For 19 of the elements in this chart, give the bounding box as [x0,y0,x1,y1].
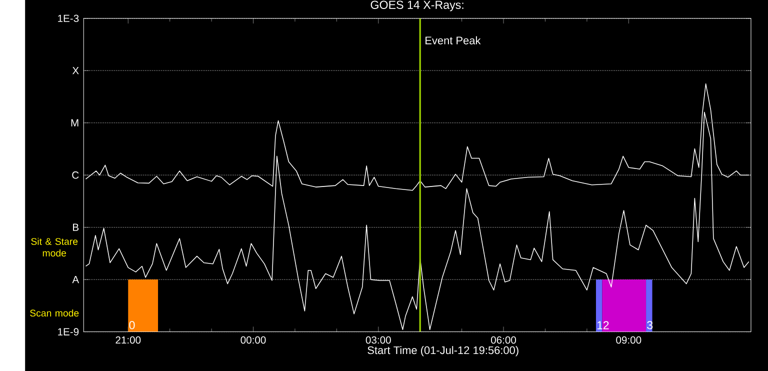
chart-title: GOES 14 X-Rays: [370,0,464,12]
y-tick-label: M [71,119,78,126]
x-axis-title: Start Time (01-Jul-12 19:56:00) [368,346,518,356]
y-tick-label: 1E-3 [58,14,79,22]
band-label: 2 [603,320,609,329]
band-label: 0 [129,320,135,330]
x-tick-label: 00:00 [240,336,266,344]
y-tick-label: B [73,224,79,231]
x-tick-label: 06:00 [491,336,516,344]
x-tick-label: 09:00 [616,336,642,344]
text: Sit & Stare mode [31,238,78,256]
y-tick-label: A [72,276,80,283]
x-tick-label: 21:00 [116,336,141,344]
text: Scan mode [30,309,79,316]
ref-line-label: Event Peak [426,36,481,44]
y-tick-label: 1E-9 [58,328,79,336]
y-tick-label: X [72,66,79,74]
y-tick-label: C [72,171,79,179]
x-tick-label: 03:00 [366,336,391,344]
